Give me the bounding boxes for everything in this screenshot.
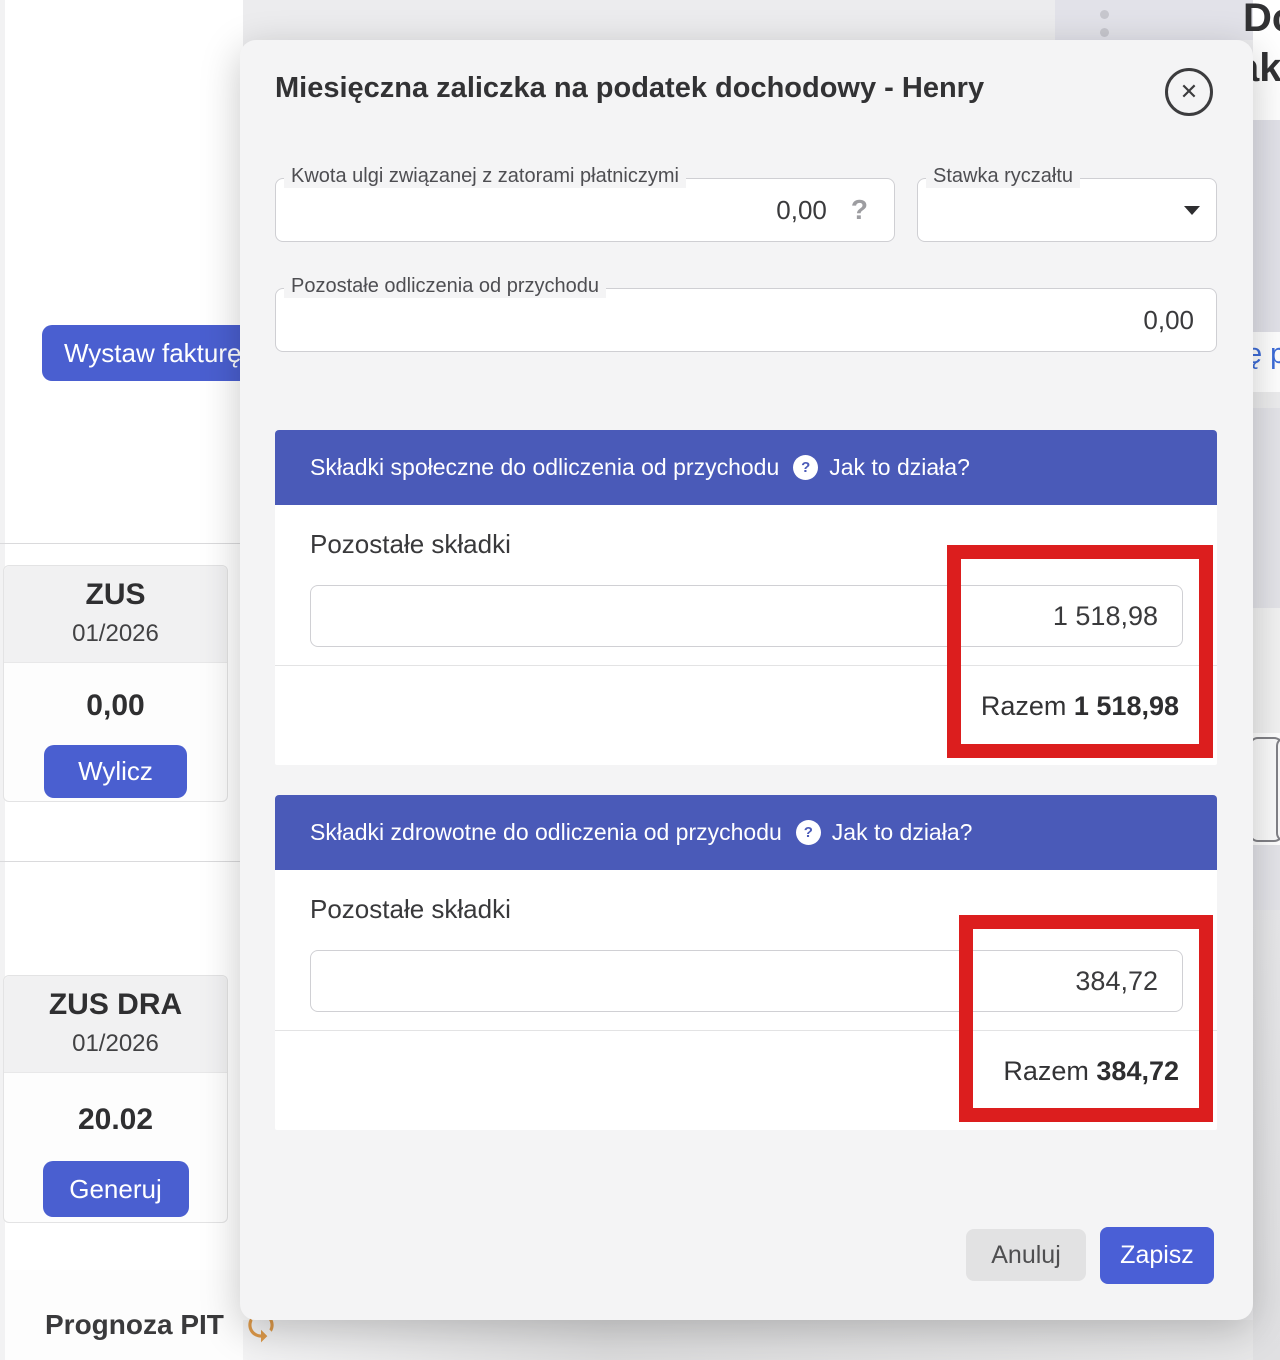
close-glyph: ✕ [1179, 79, 1199, 104]
cancel-label: Anuluj [991, 1240, 1061, 1269]
divider [0, 543, 243, 544]
zus-dra-card-period: 01/2026 [72, 1030, 159, 1057]
chevron-down-icon [1184, 205, 1200, 215]
zus-dra-card-amount: 20.02 [77, 1103, 154, 1136]
zus-dra-card-header: ZUS DRA 01/2026 [4, 976, 227, 1073]
background-cut-text-1: Do [1243, 0, 1280, 40]
generuj-button[interactable]: Generuj [42, 1161, 189, 1217]
pozostale-skladki-input[interactable] [311, 965, 1182, 997]
zus-card-title: ZUS [85, 578, 146, 611]
zus-card-header: ZUS 01/2026 [4, 566, 227, 663]
generuj-label: Generuj [69, 1173, 162, 1204]
odliczenia-field-label: Pozostałe odliczenia od przychodu [284, 275, 606, 298]
drag-handle-dot [1100, 28, 1109, 37]
page-left-edge [0, 0, 5, 1360]
help-badge-icon[interactable]: ? [793, 455, 819, 480]
jak-to-dziala-link[interactable]: Jak to działa? [829, 454, 970, 480]
background-block [1253, 408, 1280, 608]
divider [275, 665, 1217, 666]
background-cut-button[interactable] [1276, 737, 1280, 842]
skladki-spoleczne-title: Składki społeczne do odliczenia od przyc… [310, 454, 780, 480]
pozostale-skladki-label: Pozostałe składki [310, 529, 511, 559]
close-icon[interactable]: ✕ [1165, 68, 1213, 116]
annotation-rect-skladki-zdrowotne [959, 915, 1213, 1122]
stawka-ryczaltu-value[interactable] [918, 194, 1168, 226]
pozostale-skladki-label: Pozostałe składki [310, 894, 511, 924]
annotation-rect-skladki-spoleczne [947, 545, 1213, 758]
razem-total: Razem 1 518,98 [981, 691, 1179, 722]
zus-dra-card: ZUS DRA 01/2026 20.02 Generuj [3, 975, 228, 1223]
wystaw-fakture-label: Wystaw fakturę [64, 337, 242, 368]
ulga-field: Kwota ulgi związanej z zatorami płatnicz… [275, 165, 895, 242]
modal-title: Miesięczna zaliczka na podatek dochodowy… [275, 72, 985, 104]
background-block [1253, 845, 1280, 910]
skladki-spoleczne-header: Składki społeczne do odliczenia od przyc… [275, 430, 1217, 505]
skladki-zdrowotne-section: Składki zdrowotne do odliczenia od przyc… [275, 795, 1217, 1130]
zus-card: ZUS 01/2026 0,00 Wylicz [3, 565, 228, 802]
odliczenia-field: Pozostałe odliczenia od przychodu [275, 275, 1217, 352]
help-badge-icon[interactable]: ? [795, 820, 821, 845]
wylicz-label: Wylicz [78, 756, 153, 786]
divider [0, 861, 243, 862]
wylicz-button[interactable]: Wylicz [44, 745, 187, 798]
background-block [1253, 392, 1280, 408]
razem-label: Razem [980, 691, 1067, 721]
save-label: Zapisz [1120, 1241, 1194, 1269]
stawka-ryczaltu-select[interactable]: Stawka ryczałtu [917, 165, 1217, 242]
razem-value: 1 518,98 [1073, 691, 1179, 721]
prognoza-pit-label: Prognoza PIT [45, 1309, 224, 1340]
zus-dra-card-title: ZUS DRA [48, 988, 183, 1021]
divider [275, 1030, 1217, 1031]
cancel-button[interactable]: Anuluj [966, 1229, 1086, 1281]
skladki-zdrowotne-title: Składki zdrowotne do odliczenia od przyc… [310, 819, 782, 845]
zus-card-period: 01/2026 [72, 620, 159, 647]
odliczenia-input[interactable] [276, 304, 1216, 336]
stawka-ryczaltu-label: Stawka ryczałtu [926, 165, 1081, 188]
skladki-zdrowotne-body: Pozostałe składki Razem 384,72 [275, 870, 1217, 1130]
razem-value: 384,72 [1096, 1056, 1179, 1086]
background-top-card [1055, 0, 1253, 40]
prognoza-pit-row: Prognoza PIT [45, 1306, 280, 1344]
pozostale-skladki-field [310, 950, 1183, 1012]
drag-handle-dot [1100, 10, 1109, 19]
background-block [1253, 120, 1280, 332]
razem-total: Razem 384,72 [1003, 1056, 1179, 1087]
wystaw-fakture-button[interactable]: Wystaw fakturę [42, 325, 254, 381]
background-bottom-strip [243, 1320, 1280, 1360]
save-button[interactable]: Zapisz [1100, 1227, 1214, 1284]
zus-card-amount: 0,00 [86, 689, 145, 722]
skladki-zdrowotne-header: Składki zdrowotne do odliczenia od przyc… [275, 795, 1217, 870]
background-block [1253, 910, 1280, 1360]
ulga-input[interactable] [276, 194, 827, 226]
razem-label: Razem [1003, 1056, 1089, 1086]
help-icon[interactable]: ? [850, 194, 868, 225]
ulga-field-label: Kwota ulgi związanej z zatorami płatnicz… [284, 165, 686, 188]
pozostale-skladki-field [310, 585, 1183, 647]
background-block [1253, 608, 1280, 733]
modal-miesieczna-zaliczka: Miesięczna zaliczka na podatek dochodowy… [240, 40, 1253, 1320]
pozostale-skladki-input[interactable] [311, 600, 1182, 632]
jak-to-dziala-link[interactable]: Jak to działa? [831, 819, 973, 845]
